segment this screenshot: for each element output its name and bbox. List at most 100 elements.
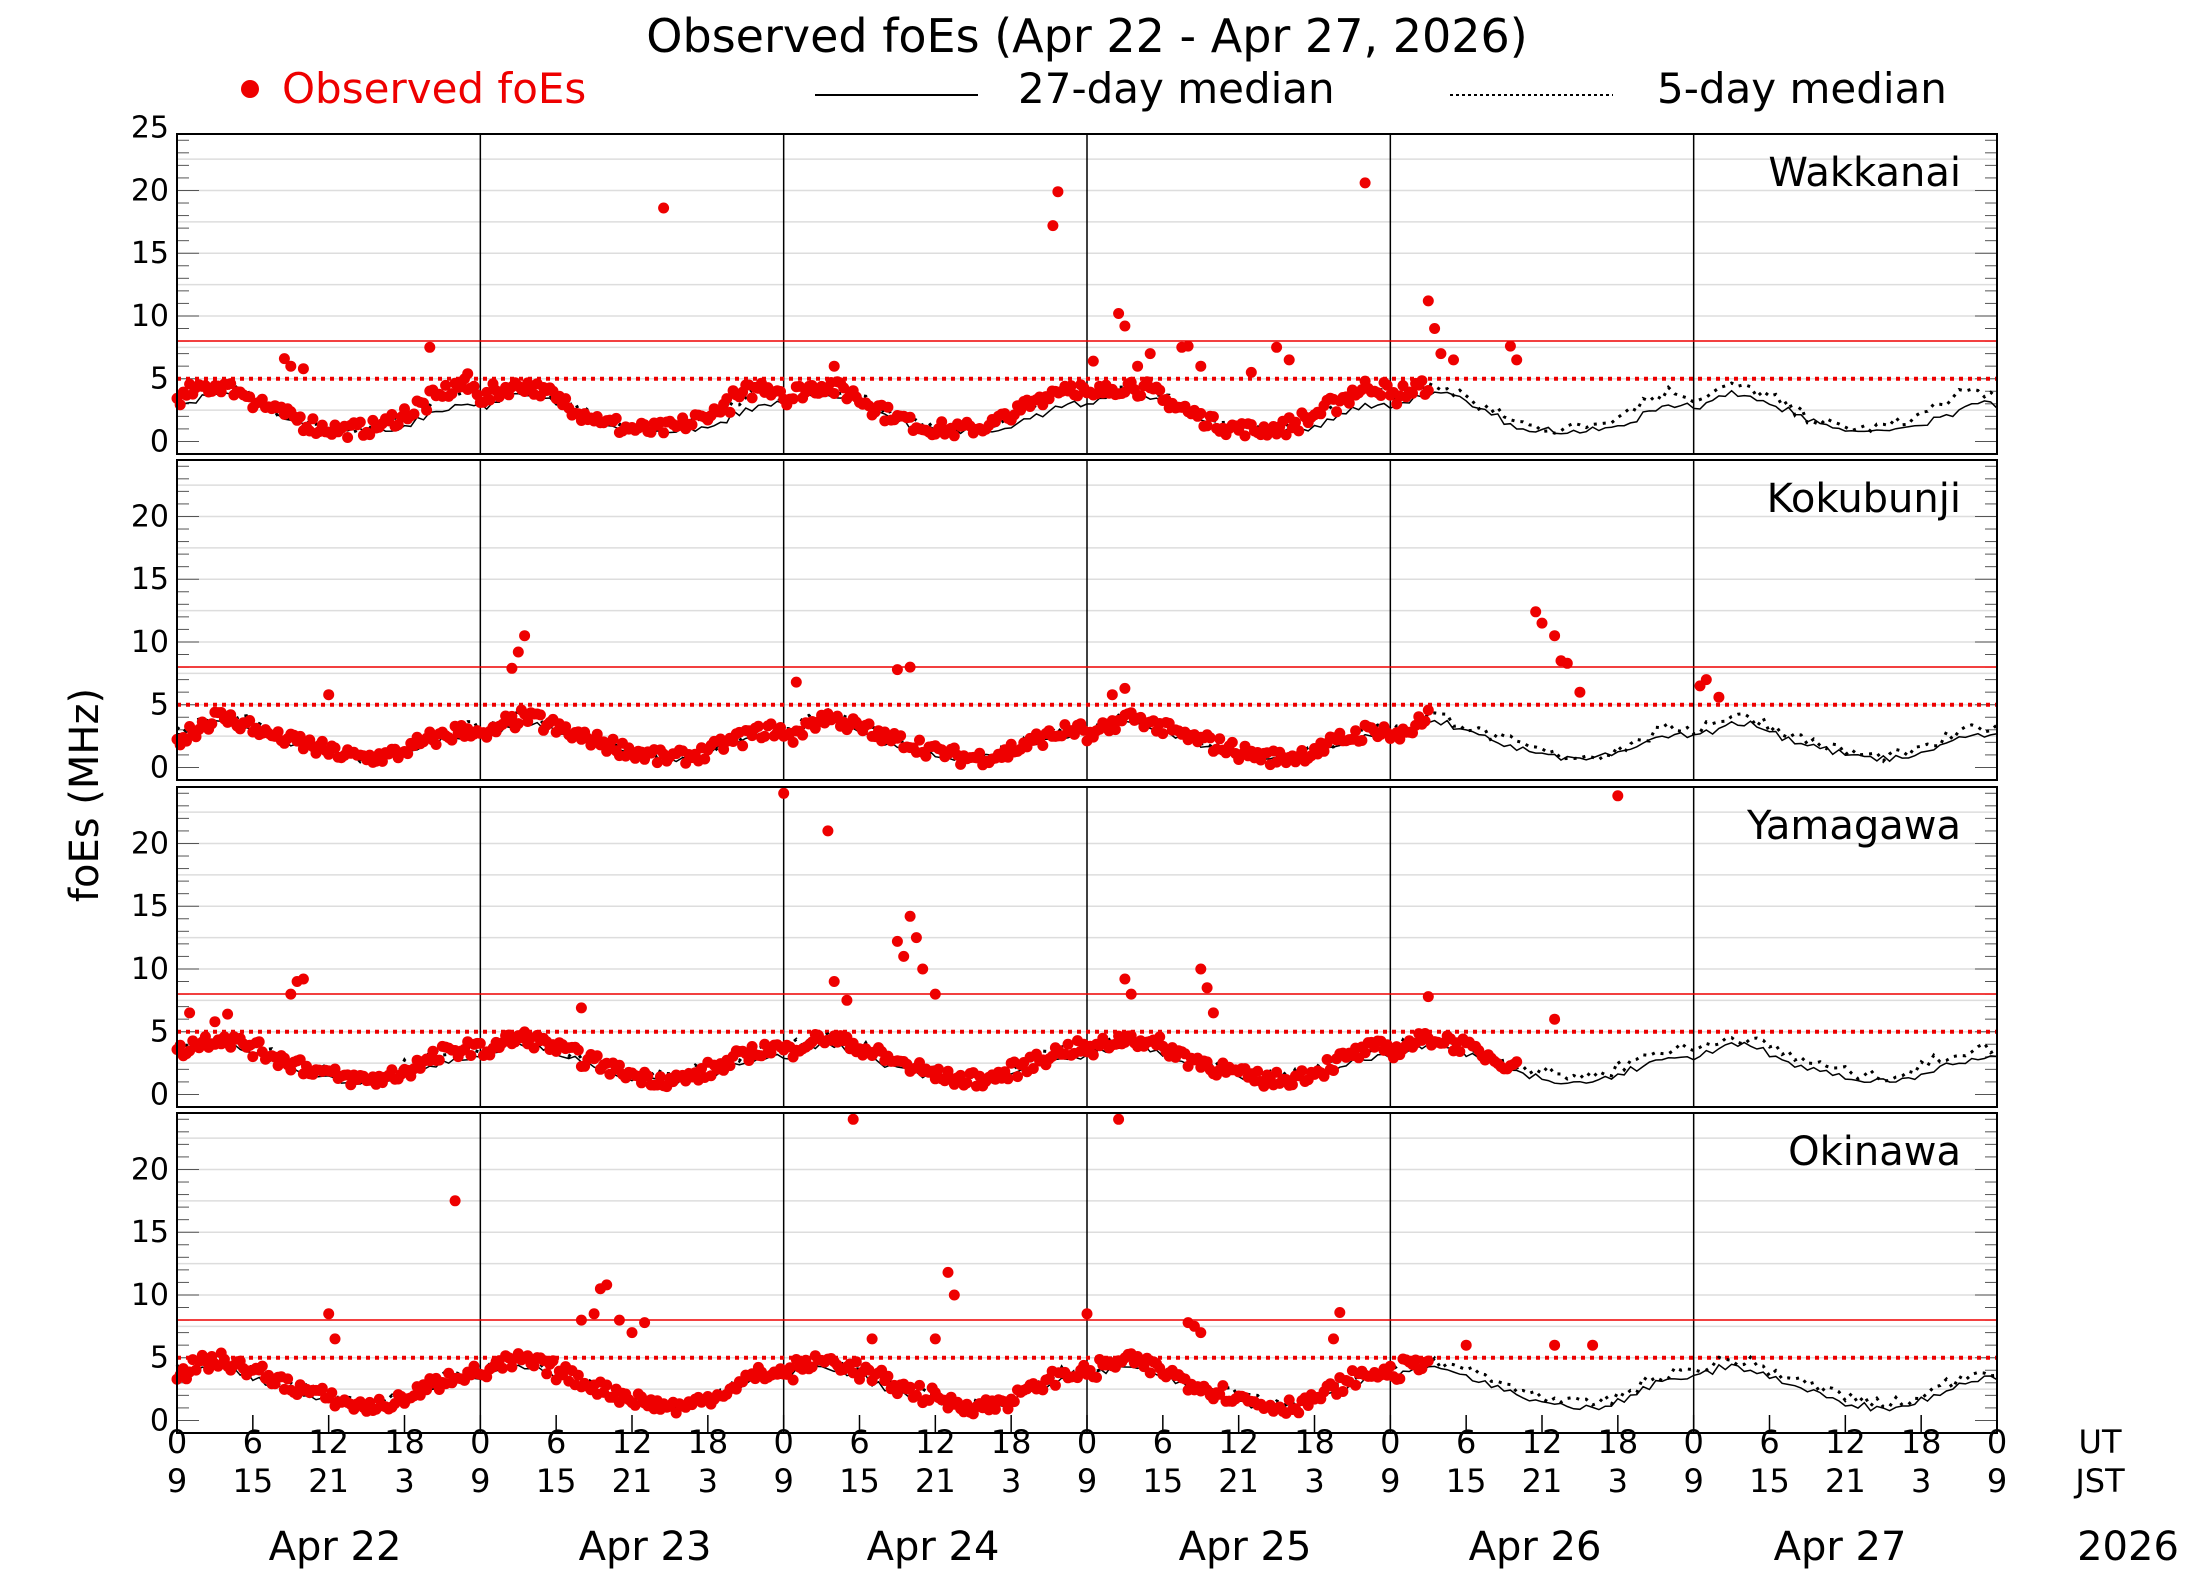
x-axis-label-jst: JST [2073,1462,2125,1500]
x-tick-label-jst: 3 [1608,1462,1628,1500]
y-axis-label: foEs (MHz) [62,688,108,902]
observed-spike [506,662,518,674]
observed-point [430,739,442,750]
observed-point [1214,1388,1226,1400]
observed-point [1283,1394,1295,1406]
observed-spike [1460,1339,1472,1351]
observed-point [272,1060,284,1072]
x-tick-label-ut: 12 [612,1423,653,1461]
x-tick-label-jst: 3 [1304,1462,1324,1500]
observed-point [181,735,192,747]
observed-point [1002,1073,1014,1085]
observed-point [446,734,458,746]
x-tick-label-ut: 0 [1683,1423,1703,1461]
y-tick-label: 5 [150,1015,169,1050]
x-tick-label-ut: 0 [1077,1423,1097,1461]
x-tick-label-ut: 18 [1597,1423,1638,1461]
y-tick-label: 25 [131,111,169,146]
observed-points [171,177,1523,443]
y-tick-label: 0 [150,1403,169,1438]
station-name: Okinawa [1788,1129,1961,1175]
observed-spike [1429,323,1441,334]
observed-point [1195,408,1207,419]
observed-point [737,740,749,752]
observed-point [1226,736,1238,748]
observed-spike [329,1333,341,1345]
observed-point [1296,1065,1308,1077]
observed-spike [891,935,903,947]
observed-point [838,382,850,394]
observed-point [1027,1063,1039,1074]
observed-spike [866,1333,878,1345]
observed-point [386,409,398,420]
station-name: Yamagawa [1746,803,1961,849]
observed-spike [904,661,916,673]
y-tick-label: 15 [131,562,169,597]
observed-point [1252,1065,1264,1077]
panel-okinawa: 0 5 10 15 20 Okinawa [131,1112,1998,1438]
observed-point [1119,386,1131,398]
observed-point [629,1399,641,1411]
observed-point [610,412,622,424]
observed-point [399,403,410,415]
observed-point [354,416,366,428]
observed-point [408,408,420,420]
observed-spike [1561,657,1573,669]
observed-spike [519,630,531,642]
day-label: Apr 23 [579,1524,712,1570]
station-name: Kokubunji [1767,476,1961,522]
day-label: Apr 26 [1469,1524,1602,1570]
observed-spike [1334,1307,1346,1318]
observed-spike [424,341,436,353]
observed-point [1293,425,1305,437]
observed-point [1214,733,1226,745]
observed-spike [278,353,290,365]
observed-point [1350,1379,1362,1391]
observed-point [282,1373,294,1385]
observed-point [253,1036,265,1048]
observed-spike [449,1195,461,1207]
observed-point [746,392,758,404]
x-tick-label-jst: 21 [1218,1462,1259,1500]
observed-point [421,404,433,416]
observed-point [1328,1065,1339,1076]
x-tick-label-jst: 3 [394,1462,414,1500]
observed-spike [1549,1339,1561,1351]
observed-point [1015,404,1027,416]
observed-spike [828,360,840,372]
observed-point [759,1038,771,1050]
legend-median5-label: 5-day median [1657,64,1947,113]
x-tick-label-ut: 12 [1522,1423,1563,1461]
observed-point [787,1374,799,1386]
observed-point [272,726,284,738]
x-tick-label-ut: 6 [849,1423,869,1461]
observed-point [1037,1384,1049,1396]
observed-spike [222,1008,234,1020]
observed-spike [929,1333,941,1345]
observed-point [440,379,452,391]
observed-spike [285,360,297,372]
observed-point [307,413,319,425]
observed-point [329,1063,341,1075]
observed-point [1290,416,1301,428]
observed-point [828,388,840,399]
observed-spike [948,1289,960,1301]
panel-frame [176,786,1998,1108]
observed-point [206,718,218,730]
y-tick-label: 5 [150,688,169,723]
observed-point [1293,1407,1305,1419]
x-tick-label-jst: 3 [1911,1462,1931,1500]
observed-point [528,1360,540,1372]
observed-point [1384,1360,1396,1372]
observed-point [882,401,894,413]
observed-point [1037,740,1049,751]
observed-point [601,1379,613,1391]
observed-spike [297,973,309,985]
observed-point [1217,1380,1229,1392]
observed-point [225,1041,237,1053]
observed-spike [1113,308,1125,319]
observed-point [724,1060,736,1072]
x-tick-label-jst: 15 [1446,1462,1487,1500]
x-tick-label-jst: 9 [470,1462,490,1500]
x-tick-label-ut: 0 [773,1423,793,1461]
